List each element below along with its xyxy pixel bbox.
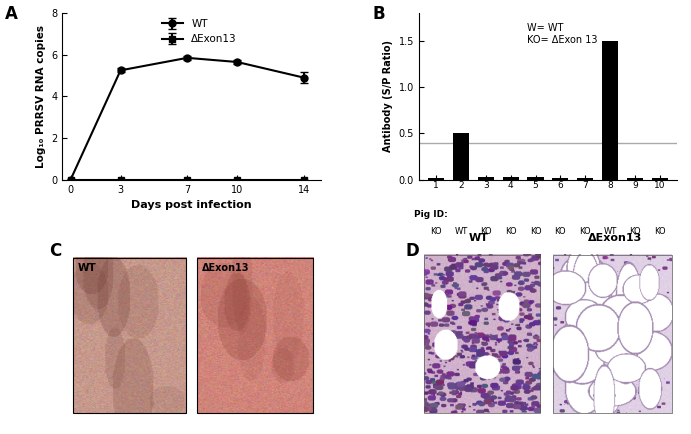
X-axis label: Days post infection: Days post infection — [131, 200, 252, 210]
Text: D: D — [406, 241, 419, 260]
Text: KO: KO — [505, 227, 517, 236]
Text: KO: KO — [654, 227, 665, 236]
Text: WT: WT — [603, 227, 617, 236]
Bar — [577, 178, 594, 180]
Text: W= WT
KO= ΔExon 13: W= WT KO= ΔExon 13 — [527, 23, 598, 45]
Bar — [602, 41, 618, 180]
Text: C: C — [49, 241, 61, 260]
Legend: WT, ΔExon13: WT, ΔExon13 — [158, 15, 241, 49]
Text: WT: WT — [455, 227, 468, 236]
Text: KO: KO — [629, 227, 641, 236]
Bar — [527, 177, 544, 180]
Bar — [453, 134, 469, 180]
Y-axis label: Antibody (S/P Ratio): Antibody (S/P Ratio) — [383, 40, 393, 152]
Y-axis label: Log₁₀ PRRSV RNA copies: Log₁₀ PRRSV RNA copies — [35, 25, 46, 168]
Text: KO: KO — [530, 227, 541, 236]
Bar — [652, 178, 668, 180]
Text: ΔExon13: ΔExon13 — [202, 263, 249, 273]
Text: KO: KO — [580, 227, 591, 236]
Text: A: A — [6, 5, 18, 23]
Text: ΔExon13: ΔExon13 — [588, 233, 643, 243]
Text: KO: KO — [430, 227, 442, 236]
Text: WT: WT — [468, 233, 489, 243]
Bar — [627, 178, 643, 180]
Text: Pig ID:: Pig ID: — [414, 210, 447, 219]
Bar — [552, 178, 569, 180]
Bar — [502, 177, 519, 180]
Text: B: B — [372, 5, 385, 23]
Bar — [428, 178, 444, 180]
Text: WT: WT — [77, 263, 97, 273]
Text: KO: KO — [555, 227, 566, 236]
Bar — [477, 177, 494, 180]
Text: KO: KO — [480, 227, 492, 236]
